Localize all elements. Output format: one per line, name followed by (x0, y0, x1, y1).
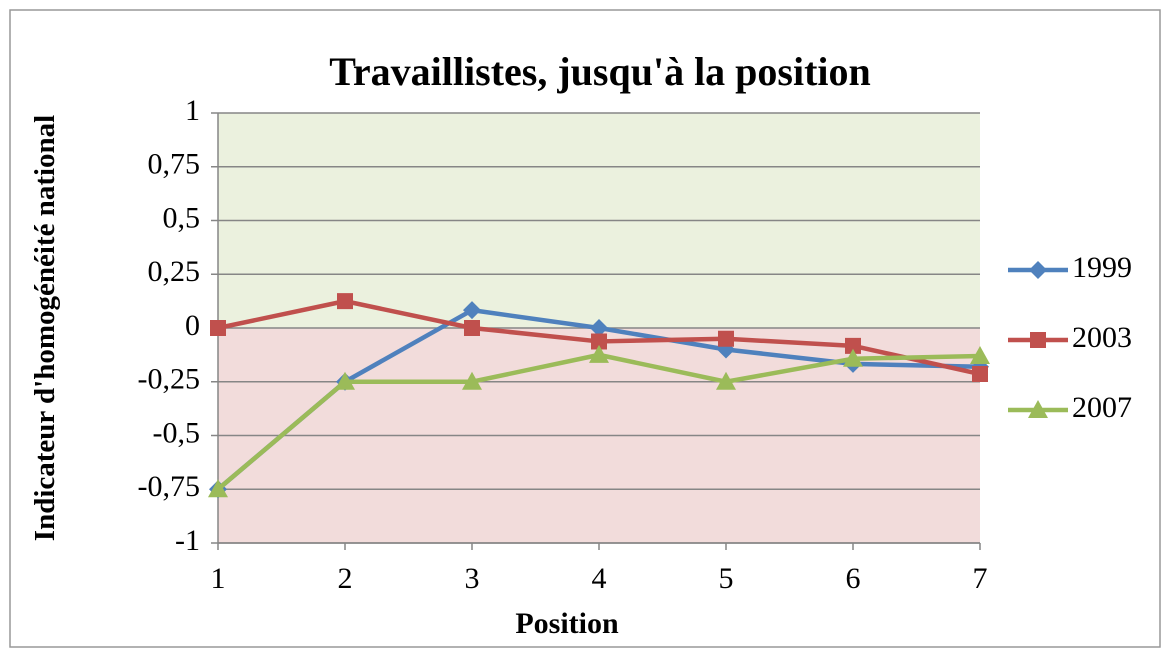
marker (1028, 400, 1048, 418)
marker (718, 330, 734, 347)
legend-label: 1999 (1072, 251, 1132, 284)
y-tick-label: 1 (185, 94, 200, 127)
x-tick-label: 4 (592, 562, 607, 595)
x-tick-label: 6 (846, 562, 861, 595)
x-tick-label: 5 (719, 562, 734, 595)
marker (1030, 332, 1046, 348)
marker (463, 301, 481, 320)
legend-label: 2003 (1072, 321, 1132, 354)
marker (589, 344, 609, 363)
chart-title: Travaillistes, jusqu'à la position (329, 49, 871, 94)
marker (208, 479, 228, 498)
marker (972, 366, 988, 383)
y-tick-label: 0,5 (163, 201, 201, 234)
x-tick-label: 7 (973, 562, 988, 595)
marker (590, 319, 608, 337)
marker (337, 293, 353, 310)
x-tick-label: 2 (338, 562, 353, 595)
y-tick-label: 0 (185, 309, 200, 342)
y-tick-label: -0,25 (138, 363, 201, 396)
marker (843, 348, 863, 367)
y-tick-label: -0,5 (153, 416, 201, 449)
x-tick-label: 1 (211, 562, 226, 595)
marker (845, 337, 861, 354)
marker (970, 345, 990, 364)
marker (210, 320, 226, 336)
marker (462, 371, 482, 390)
y-tick-label: 0,25 (148, 255, 201, 288)
x-tick-label: 3 (465, 562, 480, 595)
y-axis-label: Indicateur d'homogénéité national (29, 114, 61, 542)
legend-label: 2007 (1072, 391, 1132, 424)
y-tick-label: -0,75 (138, 470, 201, 503)
marker (716, 371, 736, 390)
y-tick-label: 0,75 (148, 148, 201, 181)
marker (1029, 261, 1047, 279)
y-tick-label: -1 (175, 524, 200, 557)
x-axis-label: Position (515, 607, 619, 640)
marker (591, 333, 607, 350)
marker (464, 320, 480, 336)
marker (335, 371, 355, 390)
